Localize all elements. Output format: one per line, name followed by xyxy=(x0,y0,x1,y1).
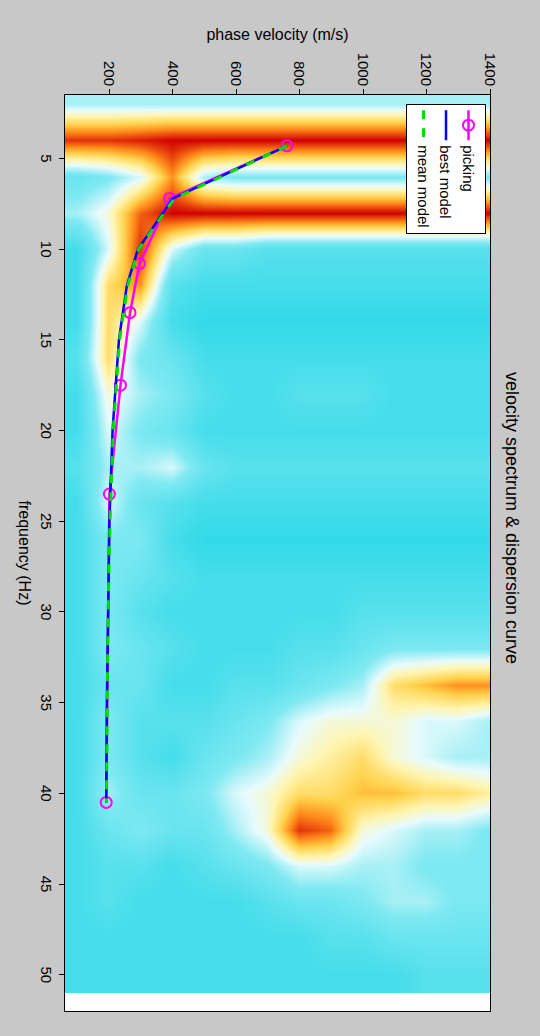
svg-text:20: 20 xyxy=(38,422,55,439)
svg-text:1200: 1200 xyxy=(418,53,435,86)
svg-text:600: 600 xyxy=(228,61,245,86)
svg-text:15: 15 xyxy=(38,332,55,349)
svg-text:200: 200 xyxy=(101,61,118,86)
svg-text:35: 35 xyxy=(38,694,55,711)
svg-text:800: 800 xyxy=(291,61,308,86)
svg-text:phase velocity (m/s): phase velocity (m/s) xyxy=(206,26,348,43)
svg-text:25: 25 xyxy=(38,513,55,530)
svg-text:frequency (Hz): frequency (Hz) xyxy=(16,501,33,606)
svg-text:45: 45 xyxy=(38,876,55,893)
svg-text:50: 50 xyxy=(38,966,55,983)
svg-text:picking: picking xyxy=(460,145,477,192)
svg-text:10: 10 xyxy=(38,241,55,258)
svg-text:40: 40 xyxy=(38,785,55,802)
svg-text:400: 400 xyxy=(165,61,182,86)
svg-text:1400: 1400 xyxy=(482,53,499,86)
svg-text:velocity spectrum & dispersion: velocity spectrum & dispersion curve xyxy=(502,372,522,664)
svg-text:5: 5 xyxy=(38,154,55,162)
svg-text:30: 30 xyxy=(38,604,55,621)
svg-text:best model: best model xyxy=(437,145,454,218)
svg-text:1000: 1000 xyxy=(355,53,372,86)
svg-text:mean model: mean model xyxy=(415,145,432,228)
